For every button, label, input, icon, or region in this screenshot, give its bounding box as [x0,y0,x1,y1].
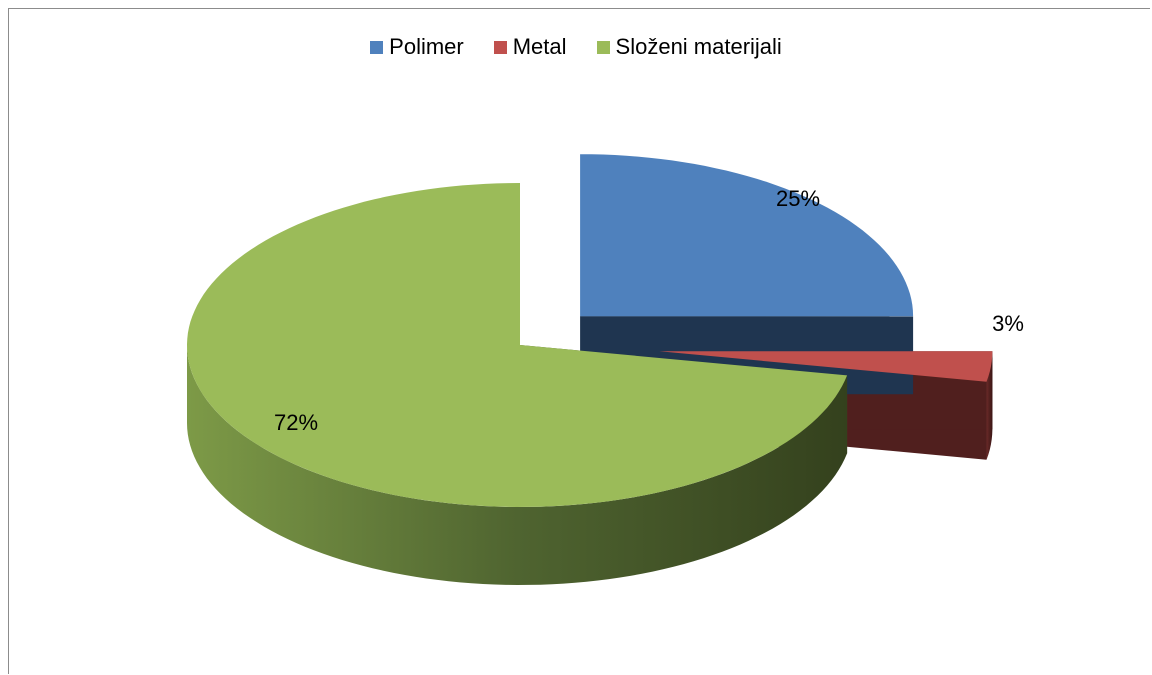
slice-1 [580,154,914,317]
data-label-2: 3% [992,311,1024,336]
legend: Polimer Metal Složeni materijali [0,34,1152,60]
slice-3 [187,183,848,507]
legend-item-3: Složeni materijali [596,34,782,60]
slice-tops [187,154,993,507]
legend-item-2: Metal [493,34,567,60]
data-label-3: 72% [274,410,318,435]
data-labels: 25% 3% 72% [274,186,1024,435]
legend-label-1: Polimer [389,34,464,59]
slice-side-3 [187,345,848,585]
legend-label-2: Metal [512,34,567,59]
legend-swatch-1 [370,40,384,54]
data-label-1: 25% [776,186,820,211]
slice-2 [659,351,993,382]
legend-swatch-3 [596,40,610,54]
legend-swatch-2 [493,40,507,54]
legend-label-3: Složeni materijali [615,34,782,59]
legend-item-1: Polimer [370,34,464,60]
slice-side-2 [986,351,993,460]
